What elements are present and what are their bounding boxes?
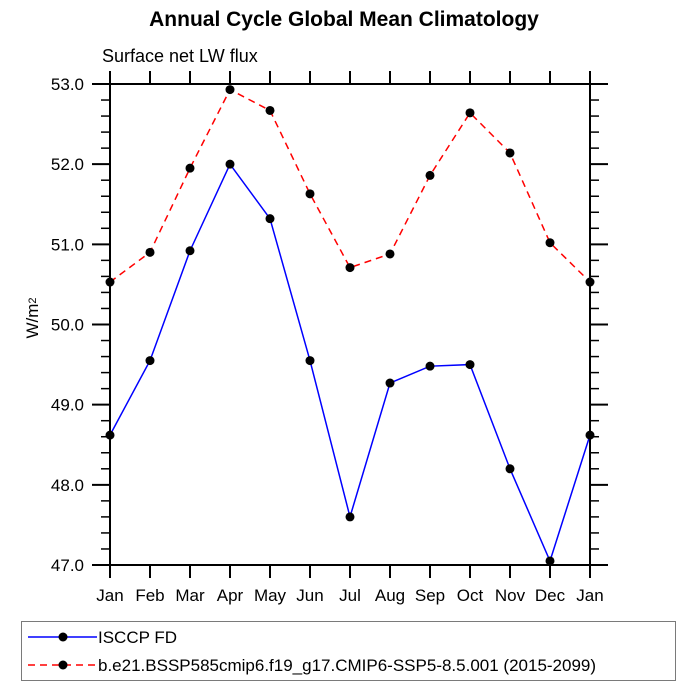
y-tick-label: 47.0 [51, 556, 84, 575]
y-tick-label: 48.0 [51, 476, 84, 495]
data-point-0-Sep [425, 361, 435, 371]
x-tick-label: Dec [535, 586, 566, 605]
x-tick-label: Jun [296, 586, 323, 605]
data-point-0-May [265, 214, 275, 224]
data-point-0-Aug [385, 378, 395, 388]
data-point-0-Nov [505, 464, 515, 474]
plot-frame [109, 83, 591, 566]
legend-label-model-run: b.e21.BSSP585cmip6.f19_g17.CMIP6-SSP5-8.… [98, 655, 597, 675]
data-point-1-Jan [105, 277, 115, 287]
data-point-0-Jan [585, 430, 595, 440]
legend-item-isccp-fd: ISCCP FD [27, 623, 675, 651]
legend-label-isccp-fd: ISCCP FD [98, 627, 178, 647]
x-tick-label: Jul [339, 586, 361, 605]
y-tick-label: 53.0 [51, 75, 84, 94]
data-point-1-Jun [305, 189, 315, 199]
data-point-1-Dec [545, 238, 555, 248]
data-point-1-Mar [185, 163, 195, 173]
data-point-1-Sep [425, 170, 435, 180]
data-point-1-Apr [225, 85, 235, 95]
x-tick-label: Sep [415, 586, 445, 605]
series-line-0 [109, 162, 591, 564]
data-point-0-Jan [105, 430, 115, 440]
x-tick-label: Aug [375, 586, 405, 605]
data-point-0-Jun [305, 356, 315, 366]
data-point-0-Oct [465, 360, 475, 370]
legend-solid-line-sample [28, 632, 97, 642]
data-point-0-Apr [225, 159, 235, 169]
x-tick-label: Mar [175, 586, 205, 605]
data-point-1-May [265, 105, 275, 115]
legend-sample-part [58, 660, 68, 670]
x-tick-label: Feb [135, 586, 164, 605]
legend-dashed-line-sample [28, 660, 97, 670]
data-point-1-Aug [385, 249, 395, 259]
x-tick-label: Apr [217, 586, 244, 605]
data-point-0-Dec [545, 556, 555, 566]
data-point-1-Nov [505, 148, 515, 158]
data-point-1-Feb [145, 247, 155, 257]
data-point-0-Jul [345, 512, 355, 522]
x-tick-label: Jan [576, 586, 603, 605]
legend-item-model-run: b.e21.BSSP585cmip6.f19_g17.CMIP6-SSP5-8.… [27, 651, 675, 679]
legend-sample-part [58, 632, 68, 642]
x-tick-label: Oct [457, 586, 484, 605]
data-point-1-Oct [465, 108, 475, 118]
chart-title: Annual Cycle Global Mean Climatology [149, 8, 539, 31]
plot-area: Jan Feb Mar Apr May Jun Jul Aug Sep Oct Nov Dec Jan 4… [51, 71, 608, 605]
x-tick-label: Nov [495, 586, 526, 605]
series-line-1 [109, 88, 591, 283]
y-tick-label: 49.0 [51, 396, 84, 415]
legend-box: ISCCP FD b.e21.BSSP585cmip6.f19_g17.CMIP… [21, 621, 676, 681]
y-tick-label: 51.0 [51, 235, 84, 254]
y-tick-label: 50.0 [51, 316, 84, 335]
y-tick-label: 52.0 [51, 155, 84, 174]
x-tick-label: May [254, 586, 287, 605]
x-tick-label: Jan [96, 586, 123, 605]
chart-subtitle: Surface net LW flux [102, 46, 258, 66]
data-point-1-Jul [345, 263, 355, 273]
data-point-0-Mar [185, 246, 195, 256]
data-point-1-Jan [585, 277, 595, 287]
data-point-0-Feb [145, 356, 155, 366]
